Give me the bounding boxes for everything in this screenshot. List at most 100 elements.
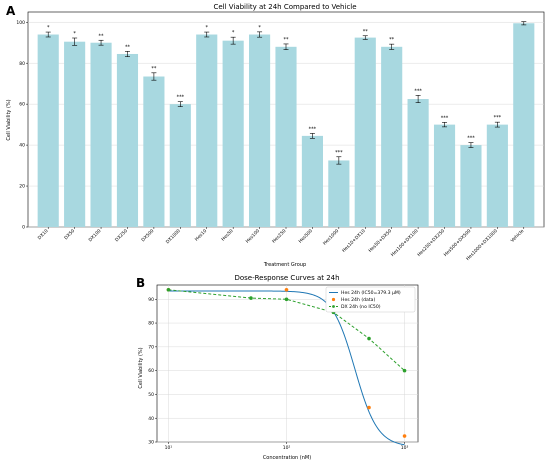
x-tick-label: DX1000	[165, 228, 182, 245]
panel-a-label: A	[6, 4, 16, 18]
x-tick-label: DX10	[37, 228, 50, 241]
bar	[407, 99, 429, 227]
data-point	[367, 405, 371, 410]
chart-b-y-label: Cell Viability (%)	[138, 347, 144, 388]
x-tick-label: Hes500+DX500	[443, 228, 473, 258]
bar	[143, 76, 165, 227]
significance-label: ***	[414, 88, 422, 94]
chart-b-x-ticks: 10¹ 10² 10³	[165, 442, 409, 451]
bar	[37, 34, 59, 228]
legend-label: DX 24h (no IC50)	[341, 304, 381, 310]
bar	[90, 42, 112, 227]
chart-b: 30 40 50 60 70 80 90 10¹ 10² 10³ Hes 24h (IC50=3…	[148, 284, 419, 451]
significance-label: **	[389, 37, 395, 43]
data-point	[249, 296, 253, 300]
x-tick-label: Hes500	[298, 228, 314, 244]
x-tick-label: Hes250	[271, 228, 287, 244]
bar	[513, 23, 535, 228]
x-tick-label: Hes1000	[322, 228, 340, 246]
y-tick-label: 0	[22, 225, 25, 231]
significance-label: ***	[309, 126, 317, 132]
x-tick-label: Hes10+DX10	[341, 228, 367, 254]
bar	[328, 160, 350, 227]
significance-label: *	[258, 25, 261, 31]
x-tick-label: 10²	[283, 445, 291, 451]
chart-a-grid	[28, 21, 544, 228]
bar	[433, 124, 456, 227]
bar	[301, 135, 323, 227]
legend-label: Hes 24h (IC50=379.3 μM)	[341, 290, 401, 296]
bar	[381, 46, 403, 227]
significance-label: ***	[467, 136, 475, 142]
y-tick-label: 90	[148, 297, 154, 303]
significance-label: ***	[494, 115, 502, 121]
significance-label: ***	[441, 115, 449, 121]
y-tick-label: 80	[19, 61, 25, 67]
x-tick-label: DX50	[63, 228, 76, 241]
bar	[64, 41, 86, 227]
x-tick-label: Hes100+DX100	[390, 228, 420, 258]
bar	[196, 34, 218, 228]
x-tick-label: 10¹	[165, 445, 173, 451]
significance-label: ***	[177, 95, 185, 101]
significance-label: *	[232, 30, 235, 36]
bar	[460, 145, 482, 227]
chart-b-y-ticks: 30 40 50 60 70 80 90	[148, 297, 157, 446]
data-point	[284, 287, 289, 292]
y-tick-label: 60	[19, 102, 25, 108]
chart-b-title: Dose-Response Curves at 24h	[234, 274, 339, 282]
y-tick-label: 60	[148, 368, 154, 374]
bar	[222, 40, 244, 227]
x-tick-label: Hes50	[220, 228, 234, 242]
legend-swatch	[331, 297, 336, 302]
data-point	[284, 297, 289, 302]
panel-b-label: B	[136, 276, 145, 290]
bar	[354, 37, 376, 227]
legend-box	[325, 286, 416, 313]
significance-label: **	[125, 44, 131, 50]
data-point	[367, 336, 371, 341]
y-tick-label: 100	[16, 20, 25, 26]
significance-label: *	[73, 31, 76, 37]
x-tick-label: Vehicle	[510, 228, 526, 244]
data-point	[166, 287, 171, 292]
x-tick-label: Hes100	[245, 228, 261, 244]
x-tick-label: Hes50+DX50	[367, 228, 393, 254]
y-tick-label: 30	[148, 440, 154, 446]
y-tick-label: 70	[148, 344, 154, 350]
x-tick-label: DX500	[140, 228, 155, 243]
chart-a: ** ************************************ 0…	[16, 11, 545, 262]
significance-label: *	[205, 25, 208, 31]
chart-a-y-ticks: 0 20 40 60 80 100	[16, 20, 28, 231]
significance-label: **	[363, 29, 369, 35]
chart-a-y-label: Cell Viability (%)	[6, 99, 12, 140]
significance-label: **	[151, 66, 157, 72]
x-tick-label: DX100	[88, 228, 103, 243]
chart-a-bars: ** ************************************	[37, 21, 535, 228]
significance-label: *	[47, 25, 50, 31]
dashed-series-line	[168, 289, 405, 372]
chart-a-x-label: Treatment Group	[263, 262, 306, 268]
chart-b-x-label: Concentration (nM)	[263, 455, 311, 461]
significance-label: **	[284, 37, 290, 43]
bar	[169, 104, 191, 227]
significance-label: **	[99, 33, 105, 39]
y-tick-label: 50	[148, 392, 154, 398]
bar	[275, 46, 297, 227]
bar	[116, 53, 139, 227]
chart-b-legend: Hes 24h (IC50=379.3 μM)Hes 24h (data)DX …	[325, 286, 416, 313]
x-tick-label: Hes10	[194, 228, 208, 242]
x-tick-label: DX250	[114, 228, 129, 243]
data-point	[402, 434, 407, 438]
x-tick-label: Hes250+DX250	[416, 228, 446, 258]
legend-swatch-marker	[332, 305, 335, 308]
data-point	[402, 368, 407, 373]
chart-a-x-ticks: DX10 DX50 DX100 DX250 DX500 DX1000 Hes10 Hes50 H…	[37, 227, 526, 262]
chart-a-title: Cell Viability at 24h Compared to Vehicl…	[213, 3, 356, 11]
y-tick-label: 20	[19, 184, 25, 190]
x-tick-label: 10³	[401, 445, 409, 451]
y-tick-label: 40	[19, 143, 25, 149]
significance-label: ***	[335, 150, 343, 156]
y-tick-label: 80	[148, 321, 154, 327]
